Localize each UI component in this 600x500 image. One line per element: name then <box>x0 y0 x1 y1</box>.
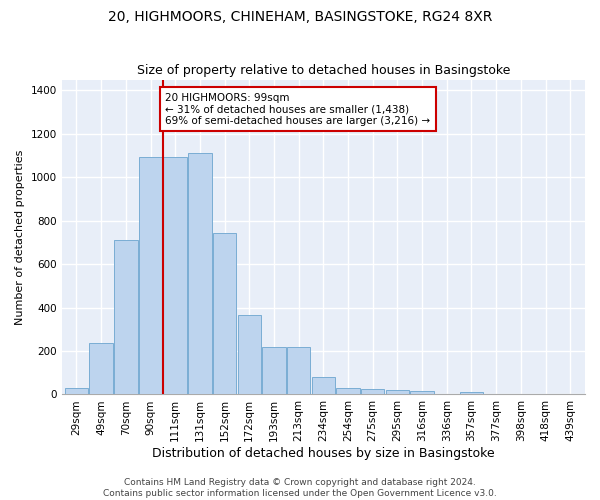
Bar <box>386 390 409 394</box>
Bar <box>336 388 360 394</box>
Bar <box>114 240 137 394</box>
Bar <box>410 391 434 394</box>
Y-axis label: Number of detached properties: Number of detached properties <box>15 150 25 324</box>
Text: Contains HM Land Registry data © Crown copyright and database right 2024.
Contai: Contains HM Land Registry data © Crown c… <box>103 478 497 498</box>
Bar <box>311 377 335 394</box>
Bar <box>65 388 88 394</box>
Title: Size of property relative to detached houses in Basingstoke: Size of property relative to detached ho… <box>137 64 510 77</box>
Text: 20 HIGHMOORS: 99sqm
← 31% of detached houses are smaller (1,438)
69% of semi-det: 20 HIGHMOORS: 99sqm ← 31% of detached ho… <box>166 92 430 126</box>
X-axis label: Distribution of detached houses by size in Basingstoke: Distribution of detached houses by size … <box>152 447 494 460</box>
Bar <box>163 156 187 394</box>
Text: 20, HIGHMOORS, CHINEHAM, BASINGSTOKE, RG24 8XR: 20, HIGHMOORS, CHINEHAM, BASINGSTOKE, RG… <box>108 10 492 24</box>
Bar <box>139 156 162 394</box>
Bar <box>238 315 261 394</box>
Bar <box>262 346 286 395</box>
Bar <box>361 389 385 394</box>
Bar <box>460 392 483 394</box>
Bar <box>213 232 236 394</box>
Bar <box>287 346 310 395</box>
Bar <box>89 344 113 394</box>
Bar <box>188 154 212 394</box>
